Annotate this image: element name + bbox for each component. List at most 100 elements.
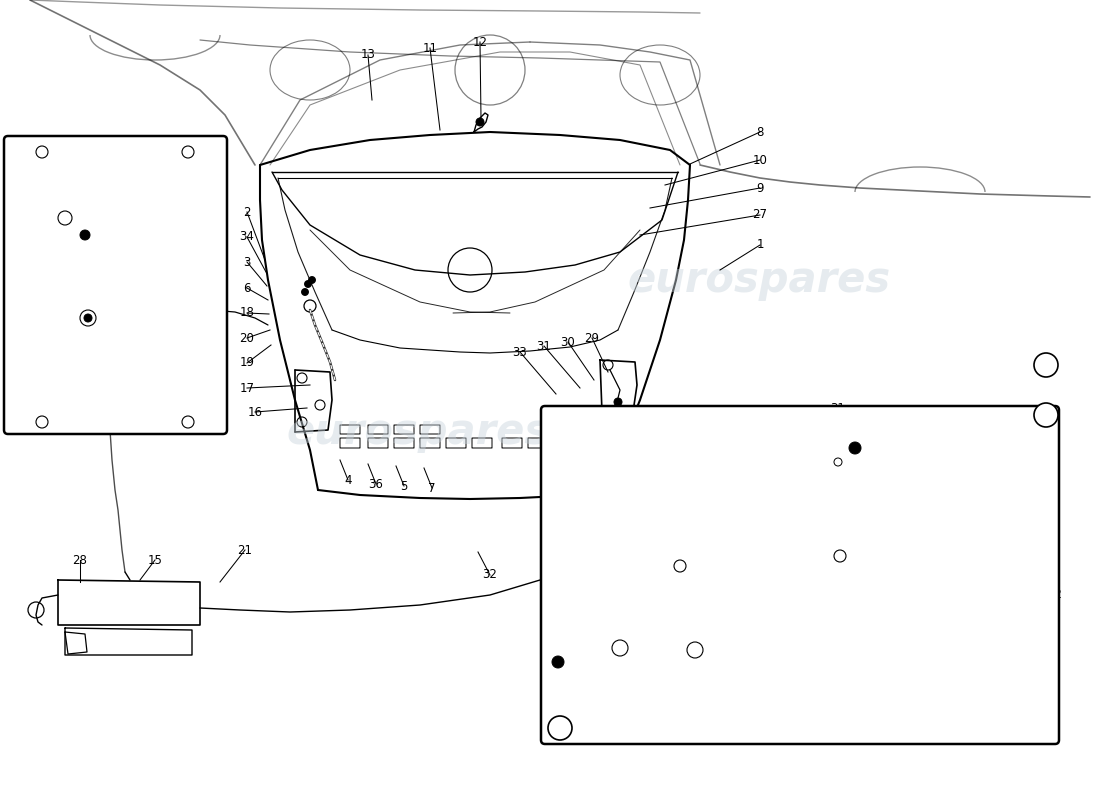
Text: Vale dall'Ass.Nr. 46968
per USA e CDN
Valid from Ass.Nr. 46968
for USA and CDN: Vale dall'Ass.Nr. 46968 per USA e CDN Va… [744,486,916,544]
Text: 7: 7 [428,482,436,494]
Text: 36: 36 [368,478,384,490]
Circle shape [834,550,846,562]
Circle shape [688,642,703,658]
Text: A: A [1042,410,1050,420]
Text: 5: 5 [400,479,408,493]
Circle shape [548,716,572,740]
Text: 20: 20 [212,203,228,217]
Text: 3: 3 [243,255,251,269]
Circle shape [297,373,307,383]
Circle shape [834,458,842,466]
Text: 18: 18 [240,306,254,319]
Text: 45: 45 [779,474,793,486]
Text: 43: 43 [605,682,619,694]
Circle shape [552,656,564,668]
Text: 25: 25 [157,134,173,146]
Text: 40: 40 [640,686,656,698]
Circle shape [849,442,861,454]
Text: A: A [1042,360,1050,370]
Circle shape [448,248,492,292]
Text: 20: 20 [240,331,254,345]
Circle shape [301,289,308,295]
Text: 34: 34 [240,230,254,243]
Text: 25: 25 [706,682,722,694]
Circle shape [603,360,613,370]
Text: A: A [556,723,564,733]
Circle shape [84,314,92,322]
Circle shape [182,416,194,428]
Text: 18: 18 [212,183,228,197]
Text: 46: 46 [779,491,793,505]
Text: 11: 11 [422,42,438,54]
Circle shape [182,146,194,158]
Text: 9: 9 [757,182,763,194]
FancyBboxPatch shape [4,136,227,434]
Text: 24: 24 [185,134,199,146]
Text: 26: 26 [170,134,186,146]
Text: 29: 29 [879,410,893,422]
Circle shape [297,417,307,427]
Circle shape [614,398,622,406]
Text: 23: 23 [199,134,213,146]
Circle shape [305,281,311,287]
Text: 4: 4 [344,474,352,486]
Circle shape [28,602,44,618]
Text: 38: 38 [833,534,847,546]
Text: 17: 17 [14,283,30,297]
Text: 31: 31 [537,339,551,353]
Circle shape [308,277,316,283]
FancyBboxPatch shape [541,406,1059,744]
Text: 35: 35 [53,134,67,146]
Text: 39: 39 [923,686,937,698]
Text: 21: 21 [238,543,253,557]
Text: 22: 22 [14,134,30,146]
Circle shape [304,300,316,312]
Circle shape [585,547,595,557]
Text: 8: 8 [757,126,763,138]
Text: 16: 16 [248,406,263,418]
Text: 47: 47 [733,498,748,511]
Circle shape [612,640,628,656]
Circle shape [80,230,90,240]
Text: 26: 26 [723,682,737,694]
Text: 30: 30 [561,335,575,349]
Text: 30: 30 [855,406,869,418]
Text: eurospares: eurospares [627,259,891,301]
Text: 14: 14 [41,134,55,146]
Text: 33: 33 [513,346,527,358]
Text: 32: 32 [483,569,497,582]
Text: 32: 32 [1047,589,1063,602]
Text: 10: 10 [752,154,768,166]
Text: 15: 15 [147,554,163,566]
Text: 13: 13 [361,49,375,62]
Text: 31: 31 [830,402,846,414]
Circle shape [674,560,686,572]
Text: 23: 23 [742,683,758,697]
Text: 6: 6 [243,282,251,294]
Circle shape [1034,353,1058,377]
Circle shape [36,416,48,428]
Text: 37: 37 [759,686,773,698]
Circle shape [1034,403,1058,427]
Circle shape [80,310,96,326]
Text: 29: 29 [584,331,600,345]
Text: 17: 17 [240,382,254,394]
Text: 44: 44 [613,674,627,686]
Text: 43: 43 [568,726,582,738]
Text: 44: 44 [581,711,595,725]
Circle shape [476,118,484,126]
Text: 41: 41 [658,682,672,694]
Text: 1: 1 [757,238,763,251]
Circle shape [58,211,72,225]
Text: 19: 19 [212,223,228,237]
Text: 17: 17 [672,678,688,690]
Text: 12: 12 [473,35,487,49]
Text: 42: 42 [593,697,607,710]
Circle shape [36,146,48,158]
Text: 16: 16 [14,374,30,386]
Text: 2: 2 [243,206,251,218]
Text: 27: 27 [752,209,768,222]
Text: 28: 28 [73,554,87,566]
Text: eurospares: eurospares [286,411,550,453]
Text: 19: 19 [240,357,254,370]
